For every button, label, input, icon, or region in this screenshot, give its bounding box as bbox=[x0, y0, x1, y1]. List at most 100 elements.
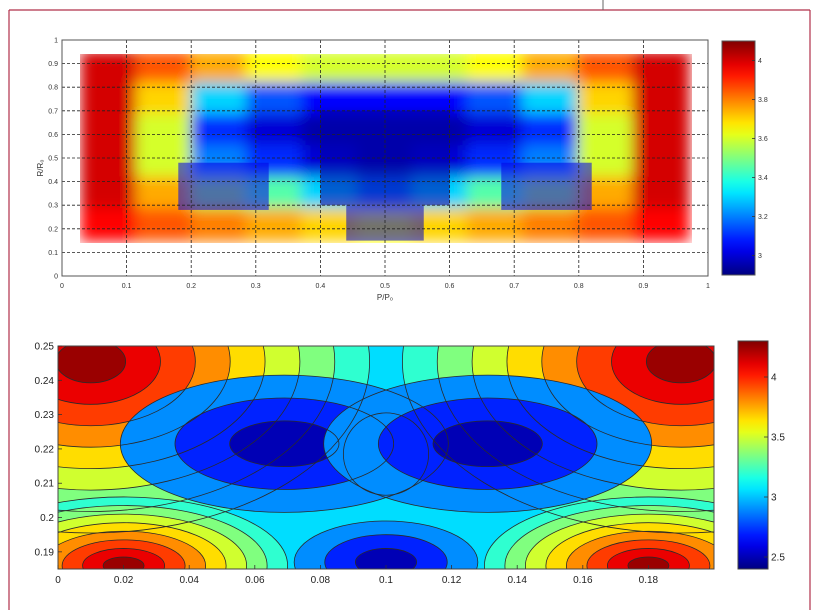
heatmap-cell bbox=[356, 54, 414, 85]
colorbar-tick-label: 4 bbox=[758, 58, 762, 65]
y-tick-label: 1 bbox=[54, 38, 58, 45]
x-tick-label: 0.06 bbox=[245, 575, 265, 586]
contour-line bbox=[119, 374, 449, 513]
contour-line bbox=[58, 346, 266, 470]
contour-line bbox=[377, 397, 598, 490]
x-tick-label: 0.5 bbox=[380, 283, 390, 290]
x-tick-label: 0.2 bbox=[186, 283, 196, 290]
contour-line bbox=[471, 346, 714, 491]
bottom-contour-fills bbox=[58, 346, 714, 569]
x-tick-label: 0.3 bbox=[251, 283, 261, 290]
contour-line bbox=[58, 346, 301, 491]
heatmap-cell bbox=[245, 208, 304, 242]
y-tick-label: 0.25 bbox=[35, 342, 55, 353]
x-tick-label: 0.4 bbox=[316, 283, 326, 290]
heatmap-cell bbox=[80, 54, 138, 85]
contour-line bbox=[174, 397, 395, 490]
y-tick-label: 0 bbox=[54, 274, 58, 281]
contour-line bbox=[229, 420, 340, 468]
bottom-contour-plot bbox=[58, 346, 714, 569]
top-colorbar: 3 3.2 3.4 3.6 3.8 4 bbox=[721, 40, 768, 276]
y-tick-label: 0.2 bbox=[40, 513, 54, 524]
bottom-chart: 0 0.02 0.04 0.06 0.08 0.1 0.12 0.14 0.16 0.18 0.1… bbox=[35, 340, 785, 586]
colorbar-tick-label: 3.8 bbox=[758, 97, 768, 104]
x-tick-label: 0.8 bbox=[574, 283, 584, 290]
x-tick-label: 0.12 bbox=[442, 575, 462, 586]
heatmap-cell bbox=[522, 82, 580, 116]
y-tick-label: 0.8 bbox=[48, 85, 58, 92]
heatmap-cell bbox=[632, 82, 690, 116]
heatmap-cell bbox=[577, 54, 635, 85]
x-tick-label: 0.1 bbox=[379, 575, 393, 586]
heatmap-cell bbox=[632, 208, 690, 242]
x-tick-label: 0.1 bbox=[122, 283, 132, 290]
contour-line bbox=[627, 556, 670, 569]
top-y-axis-label: R/R₀ bbox=[36, 159, 45, 176]
heatmap-block bbox=[501, 162, 592, 210]
heatmap-cell bbox=[522, 54, 580, 85]
x-tick-label: 0.16 bbox=[573, 575, 593, 586]
y-tick-label: 0.1 bbox=[48, 250, 58, 257]
y-tick-label: 0.7 bbox=[48, 108, 58, 115]
contour-line bbox=[342, 412, 430, 496]
contour-line bbox=[611, 346, 714, 405]
heatmap-cell bbox=[80, 145, 138, 179]
x-tick-label: 0.6 bbox=[445, 283, 455, 290]
contour-band bbox=[433, 420, 543, 467]
x-tick-label: 0.7 bbox=[509, 283, 519, 290]
heatmap-cell bbox=[135, 54, 193, 85]
heatmap-cell bbox=[245, 54, 304, 85]
x-tick-label: 0 bbox=[55, 575, 61, 586]
bottom-x-ticks: 0 0.02 0.04 0.06 0.08 0.1 0.12 0.14 0.16 0.18 bbox=[55, 565, 659, 586]
heatmap-cell bbox=[190, 208, 248, 242]
y-tick-label: 0.21 bbox=[35, 479, 55, 490]
heatmap-cell bbox=[245, 113, 304, 148]
heatmap-cell bbox=[411, 82, 469, 116]
heatmap-cell bbox=[632, 176, 690, 211]
contour-line bbox=[566, 530, 714, 569]
heatmap-block bbox=[178, 162, 269, 210]
page-border bbox=[8, 0, 811, 610]
top-grid bbox=[62, 40, 708, 276]
x-tick-label: 0.14 bbox=[507, 575, 527, 586]
contour-line bbox=[432, 420, 543, 468]
contour-line bbox=[58, 522, 227, 569]
y-tick-label: 0.4 bbox=[48, 179, 58, 186]
x-tick-label: 0.02 bbox=[114, 575, 134, 586]
contour-band bbox=[58, 346, 126, 383]
contour-line bbox=[58, 346, 336, 512]
y-tick-label: 0.9 bbox=[48, 61, 58, 68]
contour-line bbox=[82, 548, 165, 569]
heatmap-cell bbox=[80, 113, 138, 148]
contour-line bbox=[484, 496, 714, 569]
heatmap-cell bbox=[466, 54, 525, 85]
heatmap-cell bbox=[135, 113, 193, 148]
heatmap-cell bbox=[577, 208, 635, 242]
contour-line bbox=[58, 346, 127, 384]
contour-band bbox=[355, 548, 417, 569]
y-tick-label: 0.5 bbox=[48, 156, 58, 163]
contour-line bbox=[293, 520, 479, 569]
contour-line bbox=[576, 346, 714, 427]
y-tick-label: 0.3 bbox=[48, 203, 58, 210]
top-x-ticks: 0 0.1 0.2 0.3 0.4 0.5 0.6 0.7 0.8 0.9 1 bbox=[60, 283, 710, 290]
colorbar-tick-label: 3.4 bbox=[758, 175, 768, 182]
heatmap-cell bbox=[577, 82, 635, 116]
contour-band bbox=[646, 346, 714, 383]
top-plot-frame bbox=[61, 39, 709, 277]
bottom-colorbar: 2.5 3 3.5 4 bbox=[737, 340, 785, 570]
colorbar-tick-label: 2.5 bbox=[771, 553, 785, 564]
contour-line bbox=[58, 346, 196, 427]
contour-band bbox=[229, 420, 339, 467]
y-tick-label: 0.2 bbox=[48, 226, 58, 233]
heatmap-cell bbox=[190, 113, 248, 148]
contour-line bbox=[58, 496, 288, 569]
x-tick-label: 0.04 bbox=[179, 575, 199, 586]
bottom-colorbar-ticks: 2.5 3 3.5 4 bbox=[764, 373, 785, 564]
contour-line bbox=[61, 539, 186, 569]
contour-line bbox=[436, 346, 714, 512]
contour-line bbox=[58, 346, 231, 448]
contour-line bbox=[58, 530, 206, 569]
heatmap-cell bbox=[301, 54, 359, 85]
heatmap-cell bbox=[577, 113, 635, 148]
